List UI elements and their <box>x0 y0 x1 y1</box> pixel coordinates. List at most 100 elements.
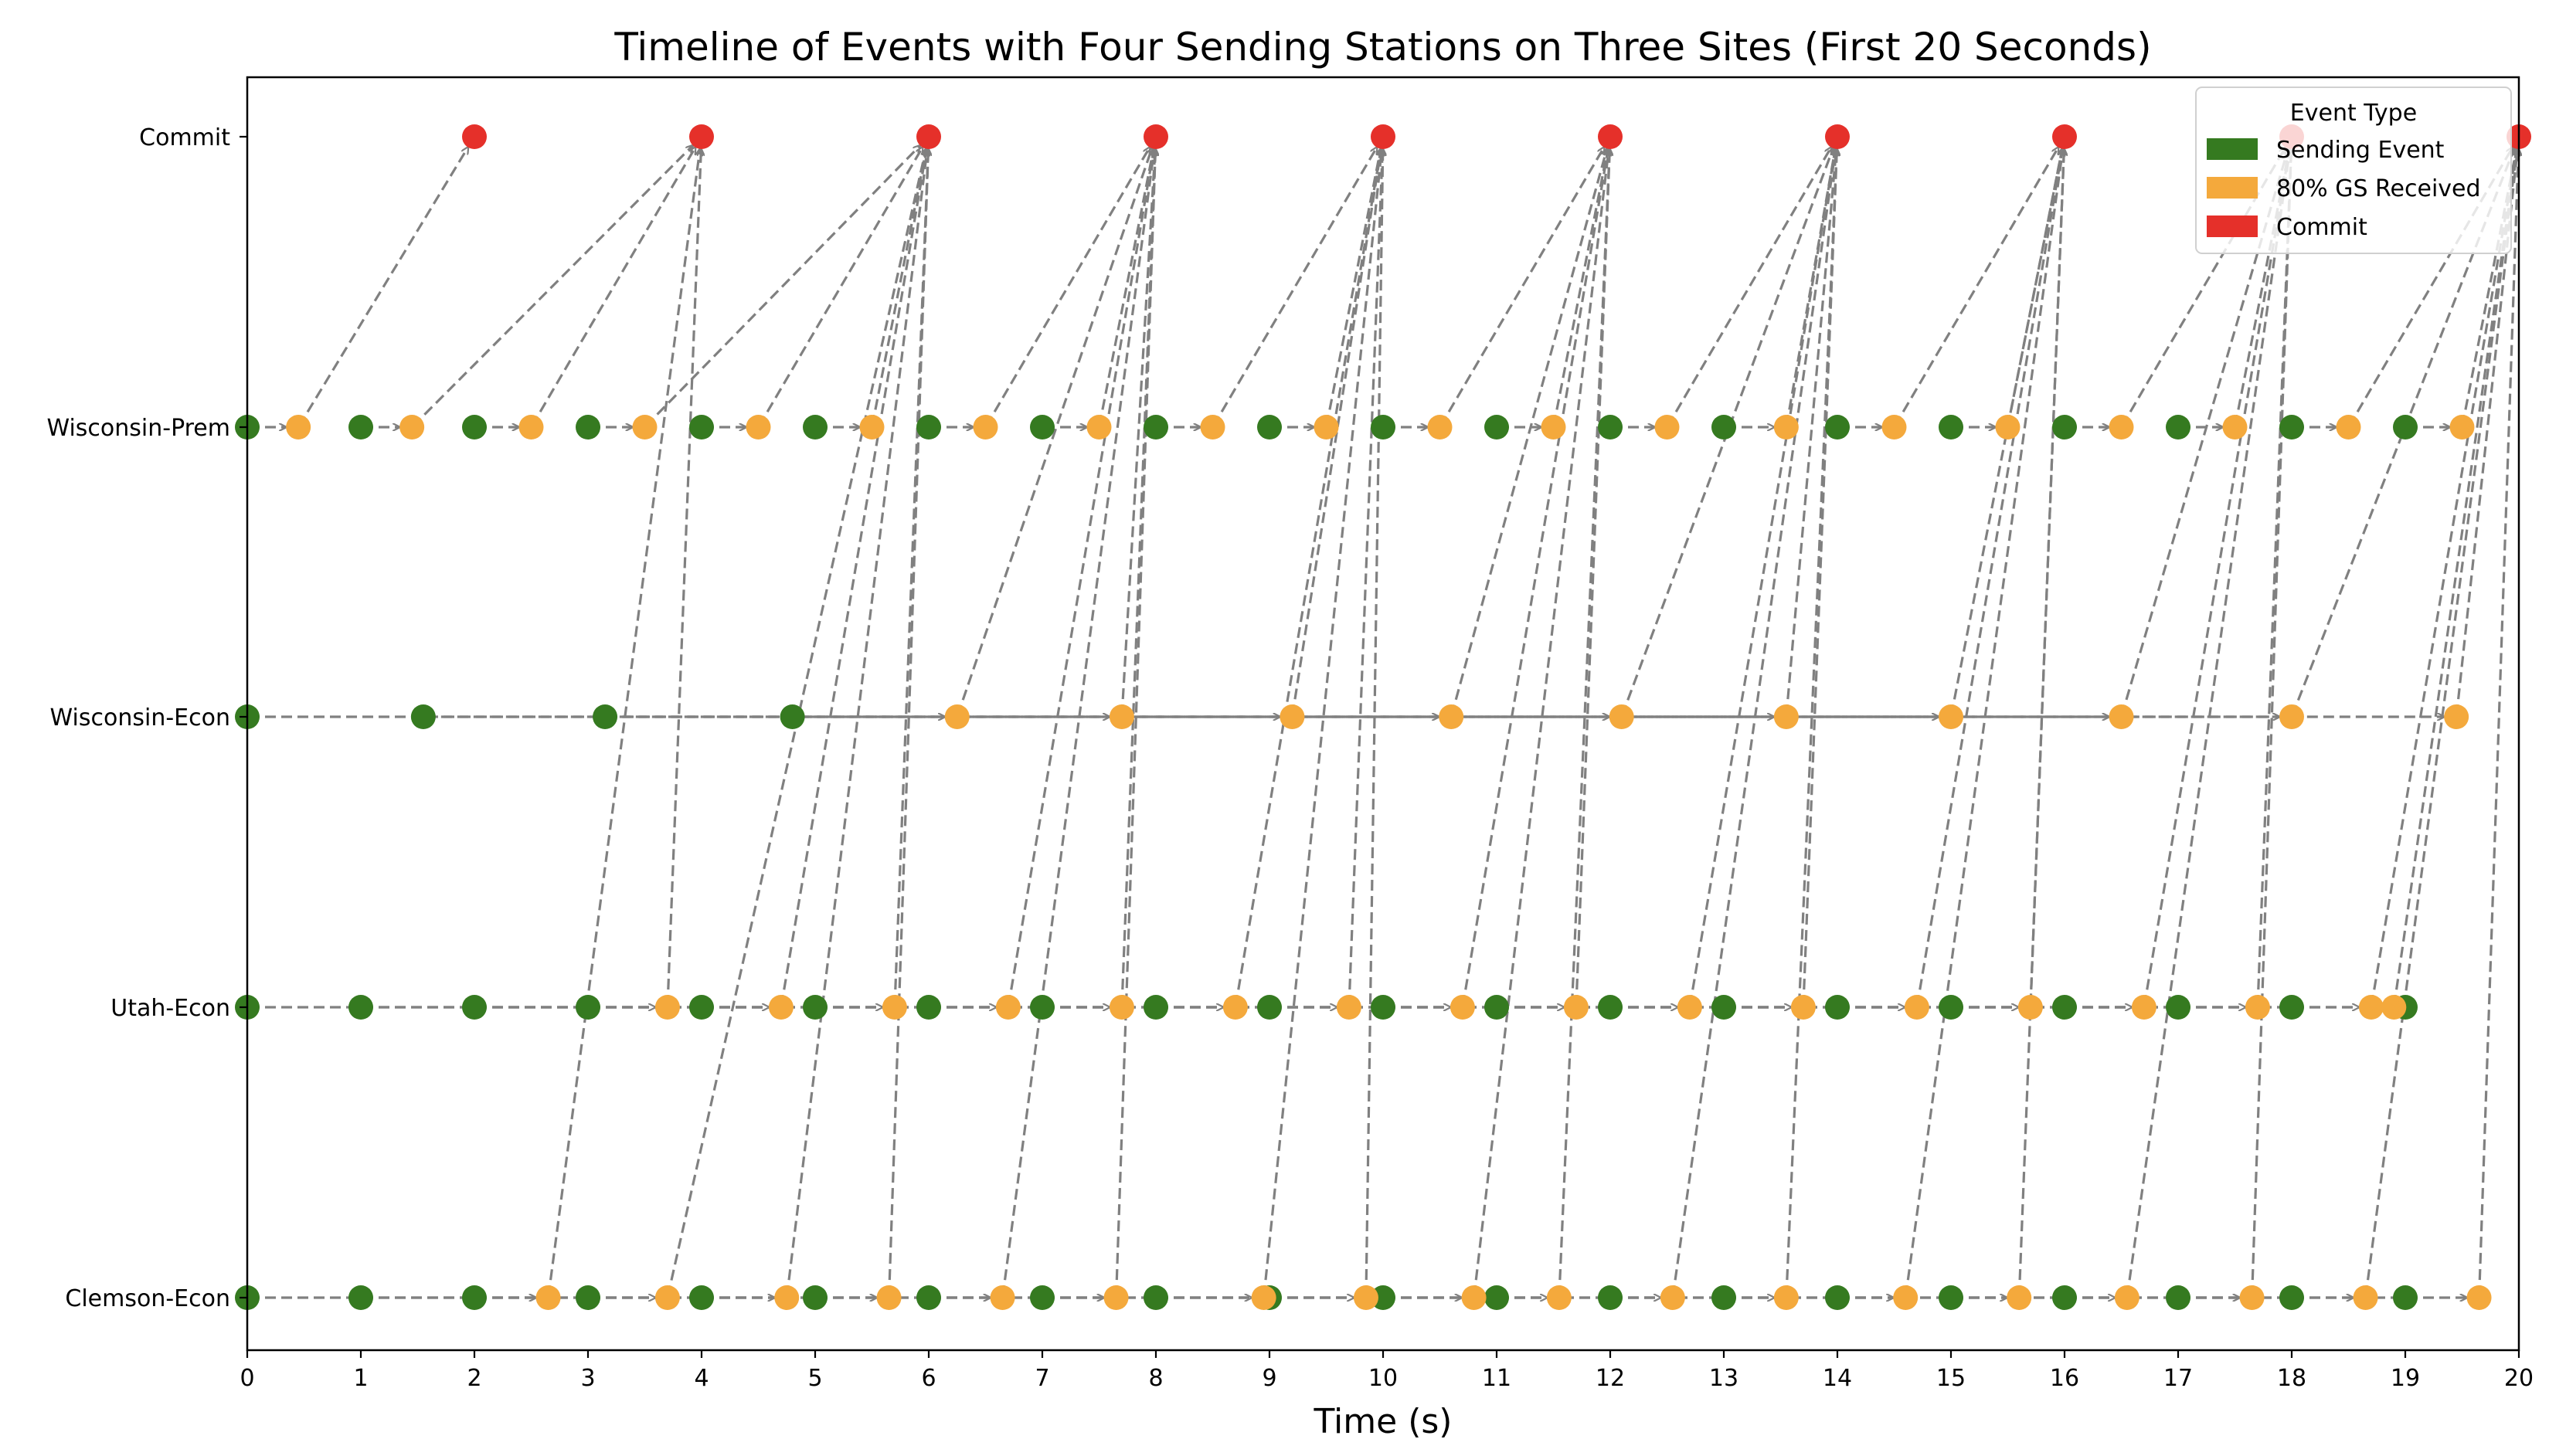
gs-received-point <box>2466 1285 2492 1310</box>
event-arrow <box>1461 149 1608 1006</box>
sending-event-point <box>1484 415 1509 440</box>
event-arrow <box>1949 149 2062 716</box>
event-arrow <box>2478 149 2519 1297</box>
event-arrow <box>2007 149 2062 426</box>
x-tick-label: 19 <box>2391 1365 2420 1392</box>
sending-event-point <box>916 415 941 440</box>
gs-received-point <box>2444 704 2469 729</box>
sending-event-point <box>1711 995 1736 1020</box>
x-tick-label: 18 <box>2277 1365 2306 1392</box>
gs-received-point <box>2007 1285 2032 1310</box>
sending-event-point <box>410 704 436 729</box>
event-arrow <box>1212 148 1377 427</box>
event-arrow <box>758 148 923 427</box>
x-tick-label: 9 <box>1262 1365 1276 1392</box>
event-arrow <box>1802 149 1837 1006</box>
event-arrow <box>1785 149 1835 426</box>
sending-event-point <box>1371 995 1395 1020</box>
legend-swatch <box>2207 138 2258 160</box>
gs-received-point <box>2114 1285 2139 1310</box>
gs-received-point <box>1546 1285 1572 1310</box>
gs-received-point <box>654 1285 680 1310</box>
gs-received-point <box>2109 704 2134 729</box>
event-arrow <box>1915 149 2062 1006</box>
event-arrow <box>871 149 926 426</box>
sending-event-point <box>2052 995 2077 1020</box>
plot-frame <box>246 76 2520 1352</box>
sending-event-point <box>1257 995 1282 1020</box>
event-arrow <box>1450 148 1607 716</box>
event-arrow <box>2143 149 2289 1006</box>
event-arrow <box>1785 149 1837 716</box>
event-arrow <box>666 149 701 1006</box>
commit-point <box>462 124 487 149</box>
x-tick-label: 13 <box>1709 1365 1738 1392</box>
gs-received-point <box>1677 995 1702 1020</box>
sending-event-point <box>2393 415 2418 440</box>
gs-received-point <box>2239 1285 2265 1310</box>
sending-event-point <box>1598 995 1623 1020</box>
commit-point <box>689 124 714 149</box>
sending-event-point <box>2166 1285 2190 1310</box>
x-tick-label: 1 <box>353 1365 368 1392</box>
commit-point <box>916 124 941 149</box>
event-arrow <box>1667 148 1831 427</box>
legend-swatch <box>2207 216 2258 237</box>
event-arrow <box>1439 148 1604 427</box>
arrows-layer <box>249 145 2518 1298</box>
event-arrow <box>297 148 468 427</box>
sending-event-point <box>916 1285 941 1310</box>
event-arrow <box>1098 149 1154 426</box>
gs-received-point <box>1314 415 1339 440</box>
event-arrow <box>1894 148 2058 427</box>
sending-event-point <box>593 704 618 729</box>
sending-event-point <box>1825 1285 1850 1310</box>
x-tick-label: 0 <box>240 1365 254 1392</box>
event-arrow <box>1291 149 1382 716</box>
sending-event-point <box>348 995 373 1020</box>
gs-received-point <box>2017 995 2043 1020</box>
gs-received-point <box>2109 415 2134 440</box>
gs-received-point <box>1773 1285 1799 1310</box>
sending-event-point <box>1484 1285 1509 1310</box>
x-tick-label: 6 <box>921 1365 936 1392</box>
gs-received-point <box>1893 1285 1919 1310</box>
event-arrow <box>1575 149 1609 1006</box>
x-tick-label: 4 <box>694 1365 709 1392</box>
event-arrow <box>531 148 695 427</box>
sending-event-point <box>1598 415 1623 440</box>
event-arrow <box>1904 149 2062 1297</box>
event-arrow <box>2393 149 2517 1006</box>
event-arrow <box>412 145 693 427</box>
event-arrow <box>1263 149 1382 1297</box>
sending-event-point <box>689 1285 714 1310</box>
event-arrow <box>1120 149 1155 716</box>
sending-event-point <box>348 1285 373 1310</box>
event-arrow <box>1115 149 1156 1297</box>
legend-label: Sending Event <box>2276 137 2445 164</box>
commit-point <box>1144 124 1168 149</box>
sending-event-point <box>576 1285 600 1310</box>
gs-received-point <box>1773 704 1799 729</box>
gs-received-point <box>1450 995 1475 1020</box>
sending-event-point <box>1825 415 1850 440</box>
gs-received-point <box>1200 415 1225 440</box>
sending-event-point <box>689 995 714 1020</box>
x-tick-label: 15 <box>1936 1365 1966 1392</box>
sending-event-point <box>689 415 714 440</box>
event-arrow <box>985 148 1150 427</box>
gs-received-point <box>1461 1285 1487 1310</box>
y-tick-label: Clemson-Econ <box>65 1285 230 1312</box>
x-tick-label: 17 <box>2163 1365 2193 1392</box>
gs-received-point <box>1660 1285 1685 1310</box>
x-axis: 0 1 2 3 4 5 6 7 8 9 10 11 12 13 14 15 16 17 18 19 20 <box>240 1350 2534 1392</box>
event-arrow <box>1120 149 1155 1006</box>
gs-received-point <box>768 995 794 1020</box>
event-arrow <box>1325 149 1381 426</box>
event-arrow <box>956 148 1151 716</box>
gs-received-point <box>1563 995 1589 1020</box>
sending-event-point <box>1144 1285 1168 1310</box>
sending-event-point <box>462 1285 487 1310</box>
y-tick-label: Wisconsin-Econ <box>50 704 230 731</box>
